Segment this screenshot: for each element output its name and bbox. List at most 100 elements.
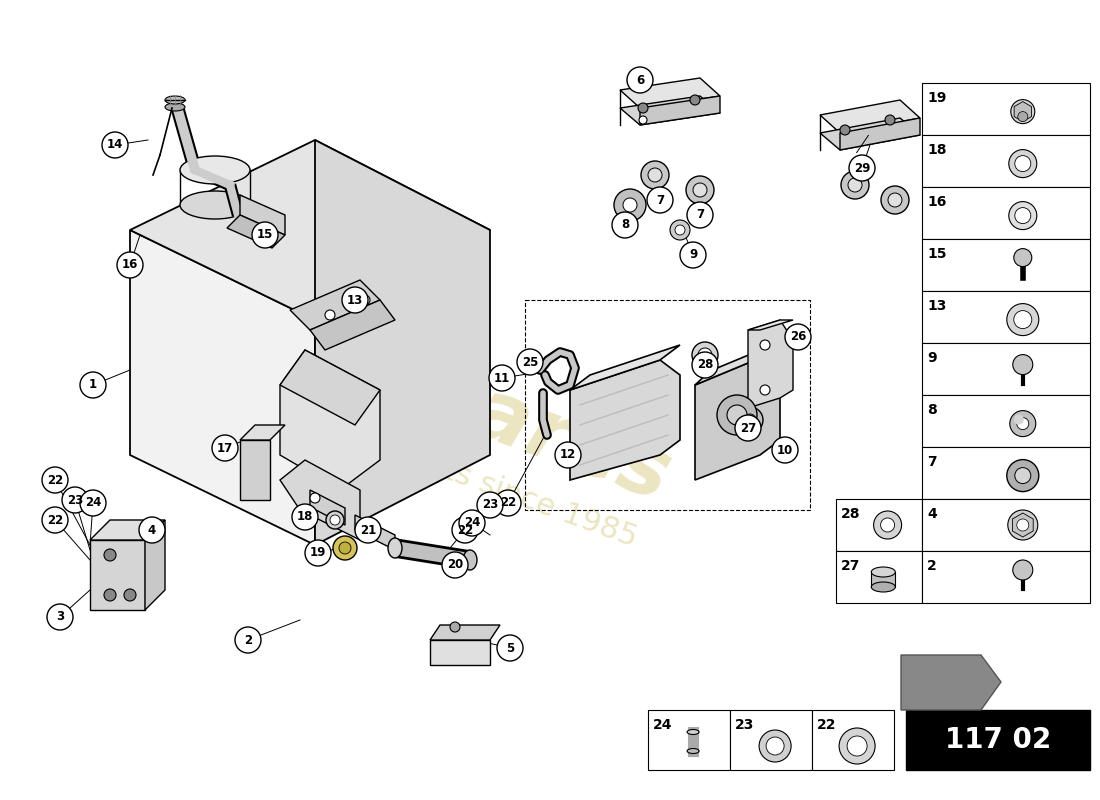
Circle shape xyxy=(873,511,902,539)
Circle shape xyxy=(495,490,521,516)
Polygon shape xyxy=(620,78,721,108)
Ellipse shape xyxy=(688,749,700,754)
Text: 17: 17 xyxy=(217,442,233,454)
Text: 3: 3 xyxy=(56,610,64,623)
Circle shape xyxy=(641,161,669,189)
Text: 4: 4 xyxy=(927,507,937,521)
Circle shape xyxy=(639,116,647,124)
Polygon shape xyxy=(695,358,780,480)
Polygon shape xyxy=(310,300,395,350)
Circle shape xyxy=(1009,150,1037,178)
Circle shape xyxy=(1014,414,1024,425)
Bar xyxy=(922,343,1090,395)
Polygon shape xyxy=(1012,513,1033,537)
Circle shape xyxy=(1015,155,1031,172)
Circle shape xyxy=(785,324,811,350)
Polygon shape xyxy=(145,520,165,610)
Text: 16: 16 xyxy=(927,195,946,209)
Text: 117 02: 117 02 xyxy=(945,726,1052,754)
Circle shape xyxy=(450,622,460,632)
Text: 13: 13 xyxy=(927,299,946,313)
Circle shape xyxy=(339,542,351,554)
Polygon shape xyxy=(901,655,1001,710)
Circle shape xyxy=(690,95,700,105)
Circle shape xyxy=(459,510,485,536)
Circle shape xyxy=(117,252,143,278)
Text: 16: 16 xyxy=(122,258,139,271)
Bar xyxy=(648,710,730,770)
Circle shape xyxy=(759,730,791,762)
Polygon shape xyxy=(748,320,793,330)
Polygon shape xyxy=(227,215,285,248)
Bar xyxy=(922,395,1090,447)
Circle shape xyxy=(330,515,340,525)
Circle shape xyxy=(727,405,747,425)
Text: 22: 22 xyxy=(817,718,836,732)
Circle shape xyxy=(1010,410,1036,437)
Bar xyxy=(812,710,894,770)
Circle shape xyxy=(124,589,136,601)
Circle shape xyxy=(717,395,757,435)
Text: 28: 28 xyxy=(842,507,860,521)
Bar xyxy=(836,499,922,551)
Circle shape xyxy=(840,125,850,135)
Text: 23: 23 xyxy=(482,498,498,511)
Polygon shape xyxy=(748,320,793,408)
Ellipse shape xyxy=(180,156,250,184)
Bar xyxy=(922,239,1090,291)
Polygon shape xyxy=(820,100,920,133)
Circle shape xyxy=(80,490,106,516)
Circle shape xyxy=(102,132,128,158)
Circle shape xyxy=(744,414,756,426)
Circle shape xyxy=(360,295,370,305)
Circle shape xyxy=(686,176,714,204)
Circle shape xyxy=(1014,249,1032,266)
Circle shape xyxy=(760,385,770,395)
Circle shape xyxy=(252,222,278,248)
Text: 2: 2 xyxy=(244,634,252,646)
Polygon shape xyxy=(871,572,895,587)
Circle shape xyxy=(1013,354,1033,374)
Text: 23: 23 xyxy=(735,718,755,732)
Polygon shape xyxy=(130,140,490,320)
Circle shape xyxy=(104,589,116,601)
Circle shape xyxy=(693,183,707,197)
Circle shape xyxy=(842,171,869,199)
Circle shape xyxy=(839,728,876,764)
Text: 9: 9 xyxy=(689,249,697,262)
Circle shape xyxy=(42,507,68,533)
Text: 27: 27 xyxy=(740,422,756,434)
Text: 7: 7 xyxy=(927,455,936,469)
Circle shape xyxy=(292,504,318,530)
Text: a passion for parts since 1985: a passion for parts since 1985 xyxy=(198,367,641,553)
Circle shape xyxy=(47,604,73,630)
Text: 27: 27 xyxy=(842,559,860,573)
Ellipse shape xyxy=(180,191,250,219)
Circle shape xyxy=(477,492,503,518)
Circle shape xyxy=(80,372,106,398)
Text: 24: 24 xyxy=(464,517,481,530)
Polygon shape xyxy=(430,640,490,665)
Text: eurospares: eurospares xyxy=(158,262,682,518)
Polygon shape xyxy=(130,230,315,545)
Circle shape xyxy=(692,342,718,368)
Circle shape xyxy=(766,737,784,755)
Polygon shape xyxy=(240,195,285,235)
Ellipse shape xyxy=(463,550,477,570)
Circle shape xyxy=(42,467,68,493)
Text: 10: 10 xyxy=(777,443,793,457)
Polygon shape xyxy=(90,540,145,610)
Text: 8: 8 xyxy=(620,218,629,231)
Circle shape xyxy=(305,540,331,566)
Polygon shape xyxy=(1014,102,1032,122)
Ellipse shape xyxy=(871,567,895,577)
Bar xyxy=(922,187,1090,239)
Circle shape xyxy=(735,415,761,441)
Circle shape xyxy=(680,242,706,268)
Polygon shape xyxy=(820,118,920,150)
Circle shape xyxy=(490,365,515,391)
Polygon shape xyxy=(570,360,680,480)
Text: 2: 2 xyxy=(927,559,937,573)
Circle shape xyxy=(647,187,673,213)
Polygon shape xyxy=(240,440,270,500)
